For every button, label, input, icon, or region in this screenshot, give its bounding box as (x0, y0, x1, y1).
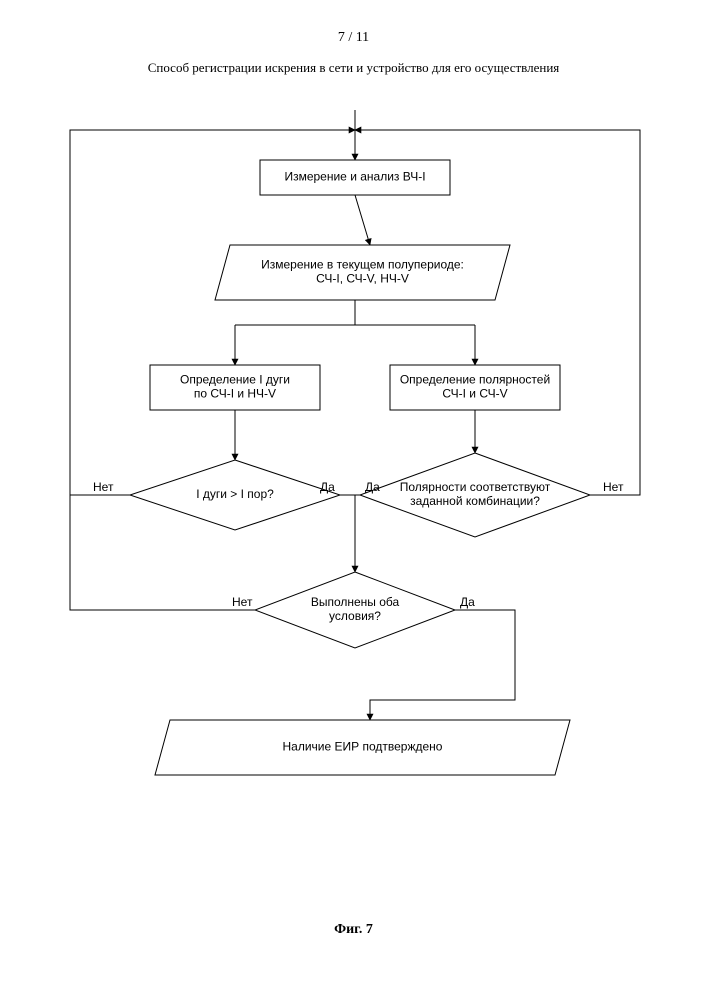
page-number: 7 / 11 (0, 30, 707, 46)
svg-text:заданной комбинации?: заданной комбинации? (410, 494, 540, 508)
svg-text:Определение полярностей: Определение полярностей (400, 373, 550, 387)
svg-text:Да: Да (320, 480, 335, 494)
svg-text:Измерение и анализ ВЧ-I: Измерение и анализ ВЧ-I (284, 170, 425, 184)
figure-caption: Фиг. 7 (0, 922, 707, 938)
svg-text:Наличие ЕИР подтверждено: Наличие ЕИР подтверждено (283, 740, 443, 754)
svg-text:Нет: Нет (93, 480, 114, 494)
svg-text:Нет: Нет (232, 595, 253, 609)
svg-text:Да: Да (460, 595, 475, 609)
svg-text:по СЧ-I и НЧ-V: по СЧ-I и НЧ-V (194, 387, 276, 401)
flowchart: Измерение и анализ ВЧ-I Измерение в текущ… (40, 110, 670, 870)
svg-text:СЧ-I, СЧ-V, НЧ-V: СЧ-I, СЧ-V, НЧ-V (316, 272, 409, 286)
svg-text:Да: Да (365, 480, 380, 494)
page-title: Способ регистрации искрения в сети и уст… (0, 60, 707, 76)
svg-text:Полярности соответствуют: Полярности соответствуют (400, 480, 551, 494)
svg-text:I дуги > I пор?: I дуги > I пор? (196, 487, 274, 501)
svg-text:Нет: Нет (603, 480, 624, 494)
svg-text:условия?: условия? (329, 609, 381, 623)
svg-text:Выполнены оба: Выполнены оба (311, 595, 400, 609)
svg-text:Определение I дуги: Определение I дуги (180, 373, 290, 387)
svg-text:Измерение в текущем полупериод: Измерение в текущем полупериоде: (261, 258, 464, 272)
svg-text:СЧ-I и СЧ-V: СЧ-I и СЧ-V (442, 387, 507, 401)
